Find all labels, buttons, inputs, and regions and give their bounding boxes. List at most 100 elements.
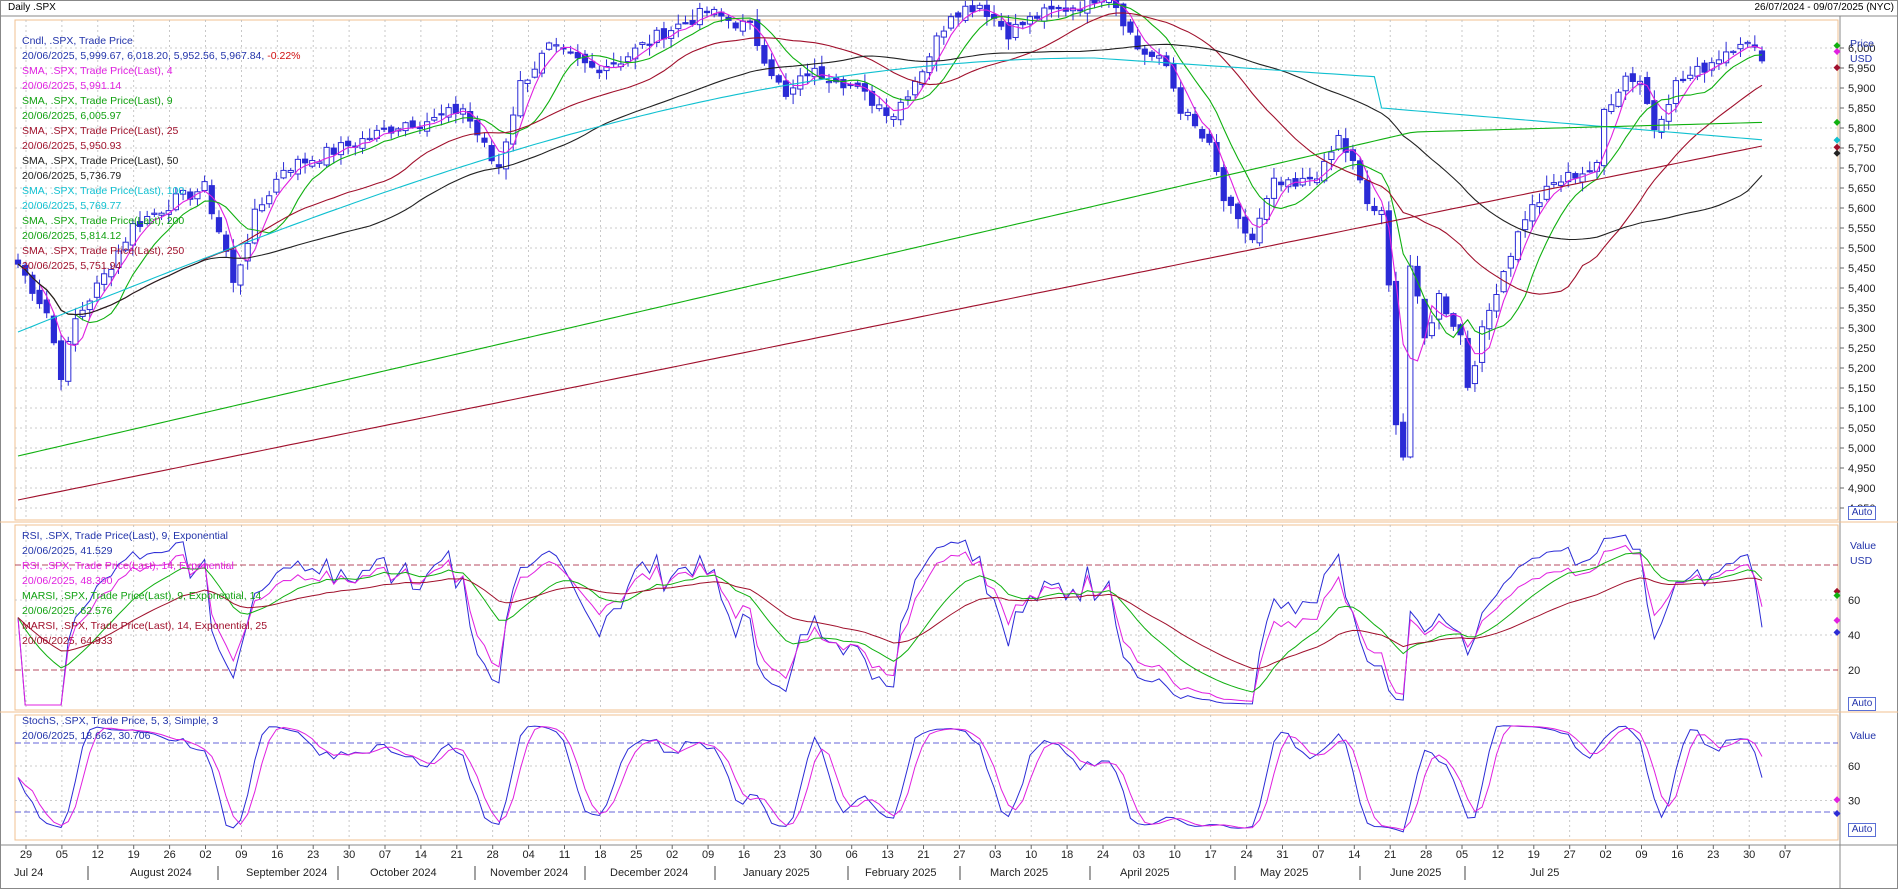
- candle-body-3: [36, 289, 43, 305]
- candle-body-100: [732, 22, 739, 29]
- candle-body-123: [897, 101, 904, 121]
- legend-rsi9-title: RSI, .SPX, Trade Price(Last), 9, Exponen…: [22, 530, 229, 542]
- candle-body-51: [380, 127, 388, 130]
- candle-body-37: [280, 169, 287, 179]
- candle-body-204: [1478, 326, 1486, 363]
- sma50-line: [17, 43, 1763, 316]
- candle-body-57: [423, 121, 431, 132]
- xtick-day-11: 14: [415, 849, 427, 861]
- xtick-month-0: Jul 24: [14, 867, 43, 879]
- candle-body-230: [1665, 104, 1672, 122]
- xtick-month-7: February 2025: [865, 867, 937, 879]
- candle-body-201: [1457, 324, 1464, 336]
- candle-body-75: [553, 44, 560, 47]
- candle-body-170: [1234, 203, 1242, 220]
- candle-body-22: [172, 193, 179, 211]
- candle-body-15: [122, 241, 129, 251]
- candle-body-55: [409, 120, 416, 128]
- xtick-day-25: 21: [917, 849, 929, 861]
- candle-body-158: [1148, 51, 1156, 57]
- candle-body-67: [495, 164, 502, 168]
- price-tick-12: 5,400: [1848, 283, 1876, 295]
- price-tick-1: 5,950: [1848, 63, 1876, 75]
- marker-sma250: [1833, 143, 1841, 151]
- candle-body-194: [1407, 265, 1414, 458]
- candle-body-69: [510, 114, 517, 145]
- price-auto-button[interactable]: Auto: [1848, 506, 1876, 520]
- candle-body-77: [567, 51, 574, 54]
- candle-body-68: [502, 141, 510, 170]
- candle-body-227: [1644, 77, 1651, 104]
- price-tick-10: 5,500: [1848, 243, 1876, 255]
- candle-body-137: [998, 21, 1005, 27]
- price-tick-5: 5,750: [1848, 143, 1876, 155]
- candle-body-4: [43, 299, 50, 314]
- candle-body-206: [1493, 294, 1500, 312]
- candle-body-119: [868, 90, 876, 106]
- candle-body-46: [345, 140, 352, 147]
- xtick-day-44: 02: [1599, 849, 1611, 861]
- candle-body-81: [596, 69, 603, 74]
- candle-body-130: [947, 16, 955, 29]
- candle-body-124: [904, 96, 912, 100]
- candle-body-113: [825, 80, 833, 84]
- xtick-day-3: 19: [128, 849, 140, 861]
- stoch-tick-0: 60: [1848, 761, 1860, 773]
- candle-body-232: [1679, 78, 1687, 82]
- candle-body-83: [610, 62, 617, 65]
- marker-sma200: [1833, 118, 1841, 126]
- candle-body-28: [215, 217, 223, 233]
- marker-marsi14: [1833, 587, 1841, 595]
- stoch-axis-title: Value: [1850, 730, 1877, 742]
- xtick-day-16: 18: [594, 849, 606, 861]
- candle-body-7: [65, 340, 72, 382]
- stoch-auto-button[interactable]: Auto: [1848, 823, 1876, 837]
- candle-body-12: [101, 273, 108, 285]
- legend-cndl-ohlc: 5,999.67, 6,018.20, 5,952.56, 5,967.84,: [80, 50, 265, 62]
- candle-body-44: [330, 147, 337, 155]
- marker-rsi14: [1833, 616, 1841, 624]
- legend-rsi14-title: RSI, .SPX, Trade Price(Last), 14, Expone…: [22, 560, 234, 572]
- candle-body-165: [1199, 129, 1206, 139]
- candle-body-8: [72, 318, 79, 345]
- candle-body-223: [1615, 91, 1622, 107]
- xtick-day-13: 28: [487, 849, 499, 861]
- candle-body-35: [266, 195, 273, 205]
- candle-body-122: [890, 116, 897, 120]
- candle-body-14: [115, 250, 122, 268]
- candle-body-33: [251, 208, 258, 244]
- candle-body-197: [1428, 322, 1435, 337]
- xtick-day-9: 30: [343, 849, 355, 861]
- candle-body-173: [1256, 217, 1263, 244]
- xtick-day-46: 16: [1671, 849, 1683, 861]
- candle-body-56: [416, 126, 424, 129]
- candle-body-17: [136, 221, 144, 227]
- candle-body-90: [660, 28, 668, 40]
- candle-body-176: [1278, 181, 1285, 186]
- xtick-day-37: 14: [1348, 849, 1360, 861]
- xtick-month-3: October 2024: [370, 867, 437, 879]
- candle-body-142: [1034, 15, 1041, 19]
- candle-body-108: [790, 87, 797, 95]
- candle-body-31: [237, 264, 244, 286]
- rsi-auto-button[interactable]: Auto: [1848, 697, 1876, 711]
- candle-body-26: [201, 181, 208, 191]
- marker-sma100: [1833, 136, 1841, 144]
- xtick-day-21: 23: [774, 849, 786, 861]
- candle-body-219: [1586, 170, 1593, 173]
- candle-body-5: [50, 315, 57, 344]
- candle-body-240: [1737, 43, 1744, 50]
- pane-frame-1: [14, 19, 1839, 521]
- candle-body-145: [1055, 6, 1062, 10]
- candle-body-216: [1565, 171, 1572, 183]
- rsi-axis-title: Value: [1850, 540, 1877, 552]
- candle-body-131: [955, 12, 962, 18]
- candle-body-164: [1191, 113, 1199, 127]
- legend-sma250-value: 20/06/2025, 5,751.94: [22, 260, 122, 272]
- candle-body-45: [337, 142, 345, 156]
- xtick-day-43: 27: [1564, 849, 1576, 861]
- candle-body-59: [438, 113, 445, 116]
- legend-sma4-title: SMA, .SPX, Trade Price(Last), 4: [22, 65, 173, 77]
- candle-body-139: [1012, 23, 1019, 38]
- xtick-day-19: 09: [702, 849, 714, 861]
